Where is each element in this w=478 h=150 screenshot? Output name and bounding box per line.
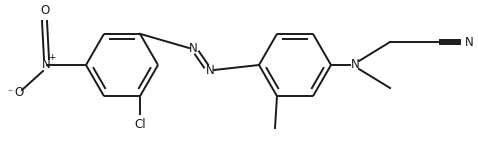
Text: +: +	[48, 54, 56, 63]
Text: N: N	[465, 36, 474, 48]
Text: Cl: Cl	[134, 118, 146, 131]
Text: N: N	[351, 58, 359, 72]
Text: N: N	[42, 58, 50, 72]
Text: O: O	[40, 4, 50, 17]
Text: N: N	[189, 42, 197, 54]
Text: ⁻: ⁻	[7, 88, 12, 98]
Text: O: O	[14, 87, 23, 99]
Text: N: N	[206, 63, 214, 76]
